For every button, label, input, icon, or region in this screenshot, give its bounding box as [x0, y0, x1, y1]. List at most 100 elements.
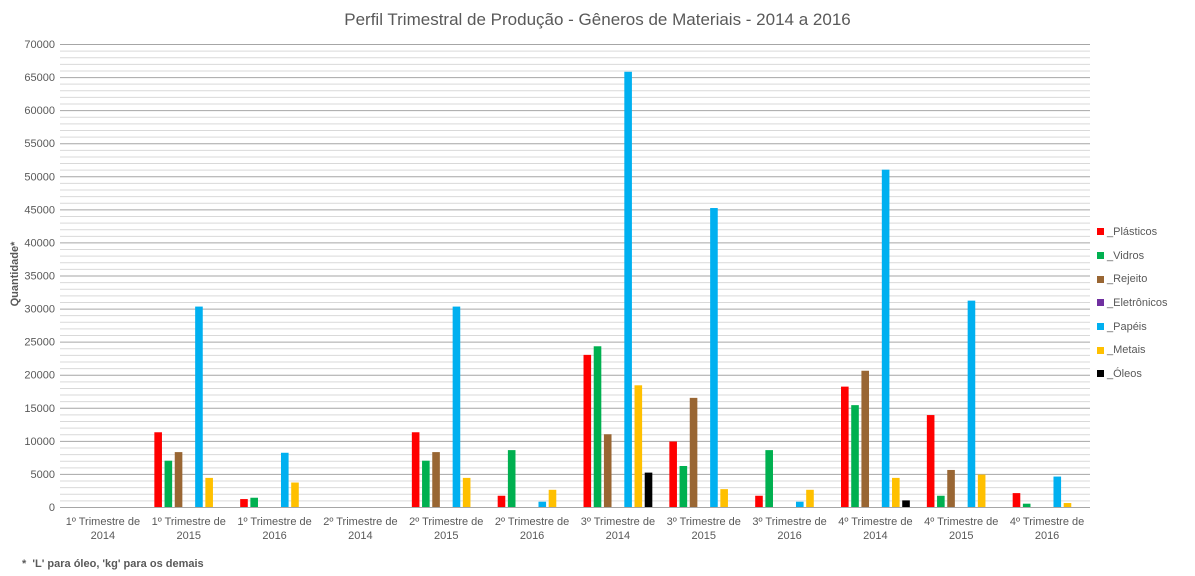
x-tick-label: 2º Trimestre de	[323, 516, 397, 528]
legend-item: _Rejeito	[1097, 267, 1168, 291]
bar-plásticos	[411, 432, 420, 507]
bar-rejeito	[861, 370, 870, 507]
bar-plásticos	[669, 441, 677, 507]
bar-metais	[634, 385, 643, 507]
bar-papéis	[881, 169, 890, 507]
x-tick-label: 2014	[606, 530, 630, 542]
bar-plásticos	[926, 415, 935, 507]
legend-label: _Eletrônicos	[1107, 296, 1168, 309]
bar-vidros	[937, 495, 945, 507]
legend-swatch	[1097, 299, 1104, 307]
bar-metais	[462, 477, 471, 507]
legend-item: _Metais	[1097, 338, 1168, 362]
bar-óleos	[644, 472, 653, 507]
legend-swatch	[1097, 370, 1104, 378]
legend: _Plásticos _Vidros _Rejeito _Eletrônicos _Pa…	[1097, 220, 1168, 386]
bar-plásticos	[755, 495, 763, 507]
y-tick-label: 45000	[24, 204, 55, 216]
y-tick-label: 60000	[24, 105, 55, 117]
x-tick-label: 1º Trimestre de	[237, 516, 311, 528]
bar-rejeito	[174, 452, 183, 507]
bar-rejeito	[689, 397, 698, 507]
bar-metais	[806, 489, 814, 507]
x-tick-label: 2016	[520, 530, 544, 542]
y-tick-label: 55000	[24, 138, 55, 150]
legend-swatch	[1097, 275, 1104, 283]
bar-papéis	[795, 501, 804, 507]
bar-papéis	[452, 306, 461, 507]
x-tick-label: 1º Trimestre de	[66, 516, 140, 528]
chart-title: Perfil Trimestral de Produção - Gêneros …	[344, 10, 851, 29]
y-tick-label: 20000	[24, 370, 55, 382]
bar-plásticos	[841, 386, 849, 507]
legend-swatch	[1097, 323, 1104, 331]
y-tick-label: 70000	[24, 39, 55, 51]
bar-metais	[892, 477, 900, 507]
x-tick-label: 2016	[262, 530, 286, 542]
bar-vidros	[164, 460, 173, 507]
bar-vidros	[250, 497, 258, 507]
y-tick-label: 50000	[24, 171, 55, 183]
bar-metais	[291, 482, 299, 507]
bar-vidros	[507, 450, 516, 507]
legend-item: _Plásticos	[1097, 220, 1168, 244]
bar-vidros	[1022, 503, 1031, 507]
bar-metais	[205, 477, 213, 507]
footnote: * 'L' para óleo, 'kg' para os demais	[22, 558, 204, 570]
y-tick-label: 65000	[24, 72, 55, 84]
footnote-text: 'L' para óleo, 'kg' para os demais	[32, 558, 204, 570]
bar-metais	[548, 489, 557, 507]
bar-metais	[720, 489, 728, 507]
legend-swatch	[1097, 346, 1104, 354]
x-tick-label: 4º Trimestre de	[838, 516, 912, 528]
x-tick-label: 3º Trimestre de	[581, 516, 655, 528]
legend-label: _Rejeito	[1107, 273, 1148, 286]
x-tick-label: 2015	[949, 530, 973, 542]
legend-item: _Óleos	[1097, 362, 1168, 386]
x-tick-label: 4º Trimestre de	[1010, 516, 1084, 528]
legend-item: _Vidros	[1097, 244, 1168, 268]
x-tick-label: 2º Trimestre de	[409, 516, 483, 528]
legend-item: _Papéis	[1097, 315, 1168, 339]
legend-label: _Vidros	[1107, 249, 1145, 262]
x-tick-label: 2016	[1035, 530, 1059, 542]
x-tick-label: 1º Trimestre de	[152, 516, 226, 528]
y-tick-label: 10000	[24, 436, 55, 448]
legend-label: _Plásticos	[1107, 225, 1158, 238]
bar-metais	[977, 474, 986, 507]
bar-vidros	[593, 346, 602, 507]
bar-plásticos	[240, 499, 248, 507]
legend-swatch	[1097, 252, 1104, 260]
y-tick-label: 5000	[31, 469, 55, 481]
bar-plásticos	[583, 354, 592, 507]
bar-óleos	[902, 500, 910, 507]
y-tick-label: 30000	[24, 304, 55, 316]
legend-swatch	[1097, 228, 1104, 236]
bar-papéis	[967, 300, 976, 507]
bar-papéis	[624, 71, 632, 507]
footnote-marker: *	[22, 558, 27, 570]
bar-papéis	[538, 501, 547, 507]
y-tick-label: 0	[49, 502, 55, 514]
bar-vidros	[679, 465, 688, 507]
bar-rejeito	[432, 452, 440, 507]
x-tick-label: 2014	[91, 530, 115, 542]
y-tick-label: 35000	[24, 271, 55, 283]
x-tick-label: 2015	[434, 530, 458, 542]
bar-plásticos	[154, 432, 162, 507]
bar-rejeito	[947, 469, 955, 507]
y-tick-label: 15000	[24, 403, 55, 415]
x-tick-label: 2º Trimestre de	[495, 516, 569, 528]
x-tick-label: 2014	[863, 530, 887, 542]
bar-plásticos	[497, 495, 506, 507]
x-tick-label: 2015	[177, 530, 201, 542]
y-tick-label: 40000	[24, 237, 55, 249]
bar-vidros	[851, 405, 859, 507]
bar-papéis	[195, 306, 203, 507]
x-tick-label: 2015	[692, 530, 716, 542]
bar-rejeito	[603, 434, 612, 507]
bar-papéis	[1053, 476, 1062, 507]
x-tick-label: 3º Trimestre de	[752, 516, 826, 528]
bar-vidros	[422, 460, 430, 507]
